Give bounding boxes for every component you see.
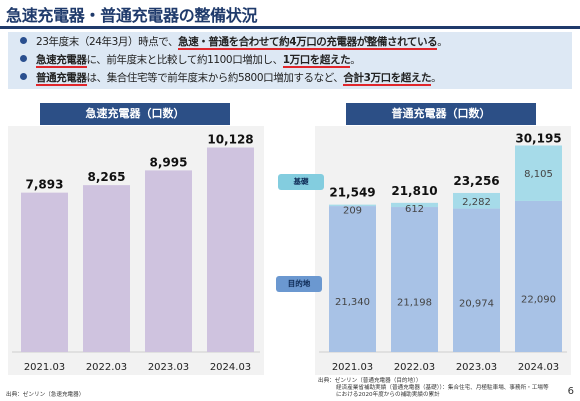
summary-box: 23年度末（24年3月）時点で、急速・普通を合わせて約4万口の充電器が整備されて… <box>8 32 572 89</box>
bullet-dot-icon <box>20 55 27 62</box>
normal-source-line-2: 経済産業省補助実績（普通充電器（基礎））：集合住宅、月極駐車場、事務所・工場等 <box>336 385 549 391</box>
value-label: 10,128 <box>207 133 253 147</box>
x-tick-label: 2022.03 <box>86 362 127 373</box>
destination-value-label: 22,090 <box>521 294 556 305</box>
quick-panel-header: 急速充電器（口数） <box>40 103 230 125</box>
bar-basic-2023.03 <box>453 192 500 209</box>
normal-source-line-1: 出典：ゼンリン（普通充電器（目的地）） <box>318 378 422 384</box>
bar-basic-2021.03 <box>329 204 376 207</box>
bar-destination-2024.03 <box>515 200 562 352</box>
value-label: 8,265 <box>88 170 126 184</box>
x-tick-label: 2021.03 <box>24 362 65 373</box>
bar-destination-2023.03 <box>453 208 500 352</box>
highlight-quick-count: 1万口を超えた <box>282 54 351 68</box>
normal-source-line-3: における2020年度からの補助実績の累計 <box>336 392 440 398</box>
bar-destination-2021.03 <box>329 206 376 352</box>
value-label: 8,995 <box>150 155 188 169</box>
x-tick-label: 2023.03 <box>456 362 497 373</box>
bar-2024.03 <box>207 147 254 352</box>
legend-tag-basic: 基礎 <box>278 174 324 190</box>
x-tick-label: 2021.03 <box>332 362 373 373</box>
value-label: 7,893 <box>26 178 64 192</box>
bar-2021.03 <box>21 192 68 352</box>
destination-value-label: 20,974 <box>459 298 494 309</box>
bar-2022.03 <box>83 185 130 352</box>
total-label: 23,256 <box>453 174 499 188</box>
page-number: 6 <box>567 386 574 397</box>
summary-bullet-1: 23年度末（24年3月）時点で、急速・普通を合わせて約4万口の充電器が整備されて… <box>20 35 570 50</box>
total-label: 21,810 <box>391 184 437 198</box>
summary-bullet-3: 普通充電器は、集合住宅等で前年度末から約5800口増加するなど、合計3万口を超え… <box>20 71 570 86</box>
basic-value-label: 8,105 <box>524 169 553 180</box>
basic-value-label: 2,282 <box>462 197 491 208</box>
normal-panel-header: 普通充電器（口数） <box>346 103 536 125</box>
bar-basic-2022.03 <box>391 202 438 208</box>
legend-tag-destination: 目的地 <box>276 276 322 292</box>
title-rule <box>0 26 580 29</box>
summary-bullet-2: 急速充電器に、前年度末と比較して約1100口増加し、1万口を超えた。 <box>20 53 570 68</box>
bar-destination-2022.03 <box>391 207 438 352</box>
bullet-dot-icon <box>20 37 27 44</box>
total-label: 30,195 <box>515 132 561 146</box>
quick-chart: 7,893 2021.03 8,265 2022.03 8,995 2023.03 10,1… <box>12 133 260 373</box>
basic-value-label: 209 <box>343 206 362 217</box>
normal-chart: 21,340 209 21,549 2021.03 21,198 612 21,810 202… <box>319 132 567 373</box>
destination-value-label: 21,198 <box>397 298 432 309</box>
destination-value-label: 21,340 <box>335 297 370 308</box>
page-title: 急速充電器・普通充電器の整備状況 <box>6 6 258 25</box>
highlight-quick: 急速充電器 <box>36 54 87 68</box>
basic-value-label: 612 <box>405 204 424 215</box>
bar-basic-2024.03 <box>515 145 562 201</box>
total-label: 21,549 <box>329 186 375 200</box>
x-tick-label: 2024.03 <box>518 362 559 373</box>
bar-2023.03 <box>145 170 192 352</box>
bullet-dot-icon <box>20 73 27 80</box>
quick-source: 出典：ゼンリン（急速充電器） <box>6 392 85 398</box>
highlight-total: 急速・普通を合わせて約4万口の充電器が整備されている <box>178 36 438 50</box>
x-tick-label: 2022.03 <box>394 362 435 373</box>
highlight-normal: 普通充電器 <box>36 72 87 86</box>
x-tick-label: 2023.03 <box>148 362 189 373</box>
x-tick-label: 2024.03 <box>210 362 251 373</box>
highlight-normal-count: 合計3万口を超えた <box>343 72 432 86</box>
